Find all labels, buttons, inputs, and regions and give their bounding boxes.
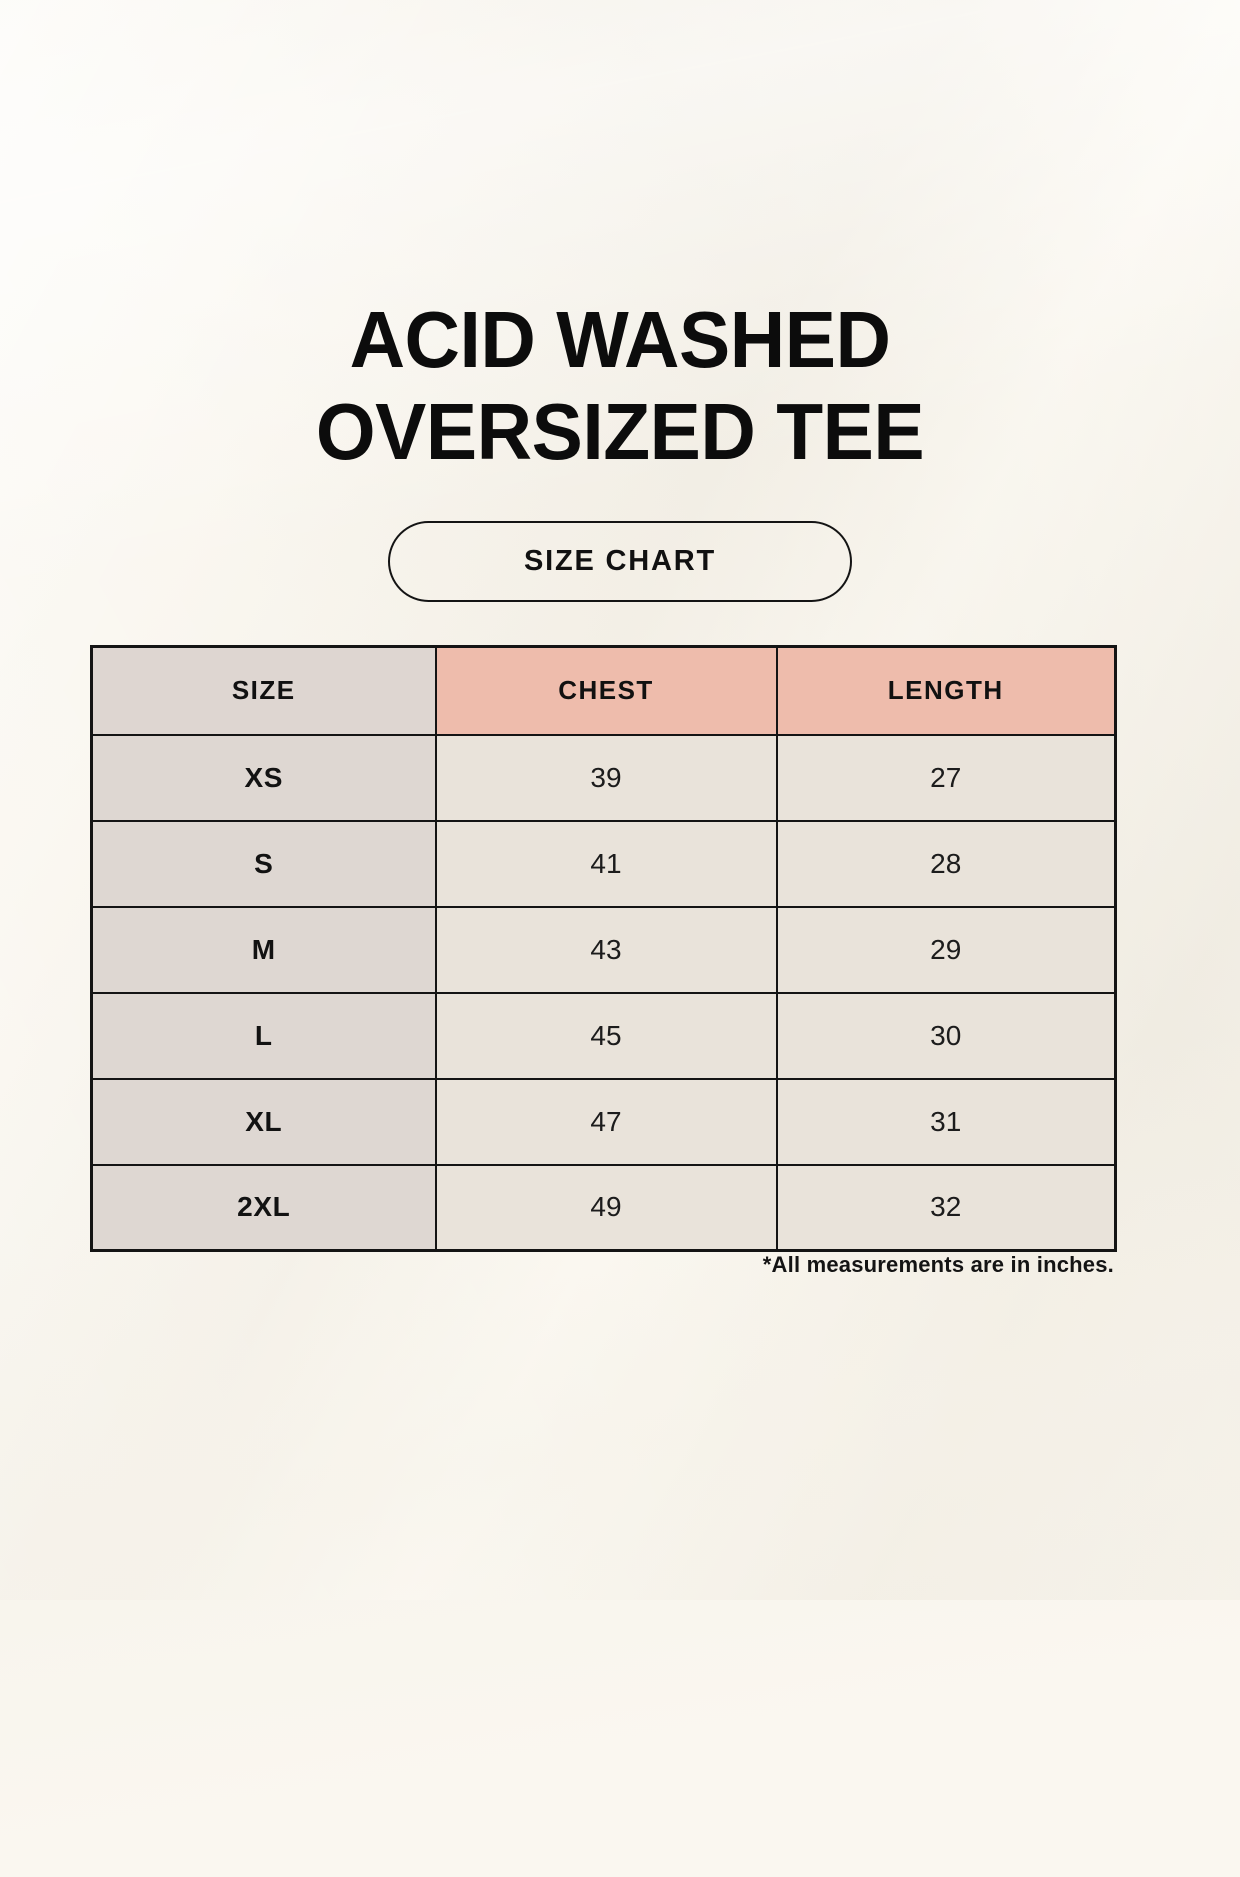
cell-chest: 41 [434,819,778,908]
measurements-footnote: *All measurements are in inches. [762,1252,1114,1277]
column-header-length: LENGTH [775,645,1117,736]
cell-length: 29 [775,905,1117,994]
cell-length: 30 [775,991,1117,1080]
cell-chest: 39 [434,733,778,822]
cell-length: 31 [775,1077,1117,1166]
size-table-header: SIZE CHEST LENGTH [90,645,1117,736]
cell-size: S [90,819,437,908]
page-title: ACID WASHED OVERSIZED TEE [0,300,1240,472]
cell-size: M [90,905,437,994]
table-row: L 45 30 [90,991,1117,1080]
table-row: M 43 29 [90,905,1117,994]
size-table-body: XS 39 27 S 41 28 M 43 29 L 45 30 [90,733,1117,1252]
cell-size: XL [90,1077,437,1166]
cell-length: 32 [775,1163,1117,1252]
size-table: SIZE CHEST LENGTH XS 39 27 S 41 28 M [90,645,1117,1252]
size-chart-badge-wrap: SIZE CHART [0,521,1240,602]
column-header-size: SIZE [90,645,437,736]
table-row: XS 39 27 [90,733,1117,822]
cell-chest: 45 [434,991,778,1080]
cell-size: XS [90,733,437,822]
cell-chest: 49 [434,1163,778,1252]
size-table-wrap: SIZE CHEST LENGTH XS 39 27 S 41 28 M [90,645,1117,1252]
cell-length: 27 [775,733,1117,822]
cell-length: 28 [775,819,1117,908]
cell-chest: 43 [434,905,778,994]
page-title-line-2: OVERSIZED TEE [315,387,925,476]
cell-chest: 47 [434,1077,778,1166]
table-header-row: SIZE CHEST LENGTH [90,645,1117,736]
table-row: S 41 28 [90,819,1117,908]
page-title-line-1: ACID WASHED [349,295,891,384]
cell-size: 2XL [90,1163,437,1252]
cell-size: L [90,991,437,1080]
table-row: 2XL 49 32 [90,1163,1117,1252]
size-chart-badge: SIZE CHART [388,521,852,602]
table-row: XL 47 31 [90,1077,1117,1166]
size-chart-page: ACID WASHED OVERSIZED TEE SIZE CHART SIZ… [0,300,1240,1277]
column-header-chest: CHEST [434,645,778,736]
